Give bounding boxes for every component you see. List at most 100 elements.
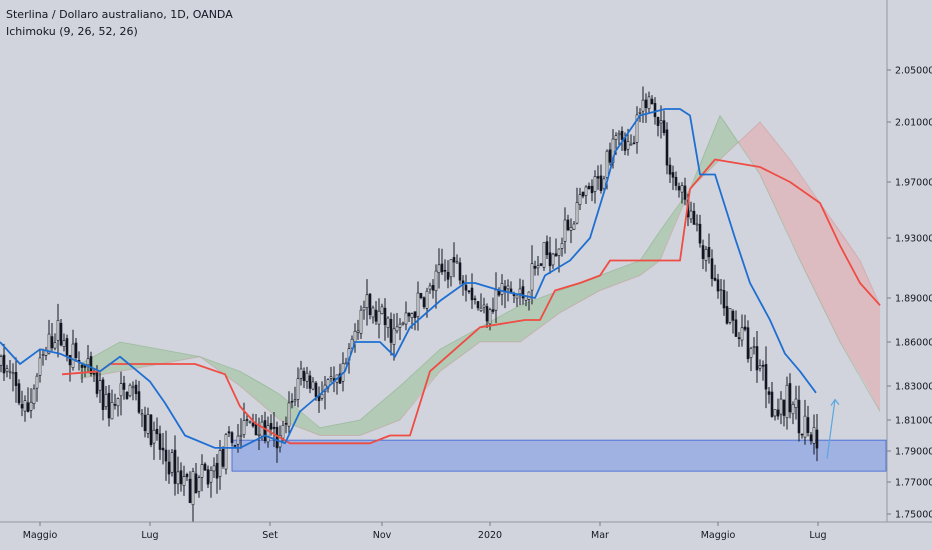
candle-body <box>542 242 546 268</box>
y-tick-label: 1.97000 <box>895 178 932 189</box>
candle-body <box>53 342 57 349</box>
chart-legend: Sterlina / Dollaro australiano, 1D, OAND… <box>6 6 233 40</box>
candle-body <box>644 99 648 108</box>
candle-body <box>503 286 507 292</box>
y-tick-label: 1.81000 <box>895 416 932 427</box>
candle-body <box>452 257 456 263</box>
candle-body <box>260 421 264 437</box>
candle-body <box>365 294 369 308</box>
candle-body <box>89 356 93 374</box>
candle-body <box>395 326 399 332</box>
candle-body <box>305 372 309 382</box>
candle-body <box>302 370 306 381</box>
candle-body <box>224 434 228 470</box>
candle-body <box>137 391 141 413</box>
candle-body <box>416 292 420 317</box>
candle-body <box>683 185 687 200</box>
candle-body <box>752 346 756 348</box>
candle-body <box>20 404 24 409</box>
candle-body <box>38 357 42 376</box>
candle-body <box>593 176 597 192</box>
candle-body <box>635 114 639 143</box>
candle-body <box>428 285 432 290</box>
y-tick-label: 1.83000 <box>895 382 932 393</box>
candle-body <box>23 400 27 412</box>
candle-body <box>731 310 735 321</box>
candle-body <box>209 470 213 483</box>
y-tick-label: 1.79000 <box>895 447 932 458</box>
candle-body <box>458 262 462 281</box>
x-tick-label: Lug <box>141 530 158 541</box>
candle-body <box>653 103 657 118</box>
candle-body <box>440 263 444 273</box>
symbol-title[interactable]: Sterlina / Dollaro australiano, 1D, OAND… <box>6 8 233 21</box>
y-tick-label: 1.75000 <box>895 510 932 521</box>
candle-body <box>164 449 168 462</box>
candle-body <box>770 391 774 417</box>
candle-body <box>380 306 384 315</box>
candle-body <box>272 426 276 429</box>
candle-body <box>551 253 555 266</box>
candle-body <box>248 421 252 423</box>
candle-body <box>368 293 372 316</box>
candle-body <box>26 402 30 412</box>
candle-body <box>194 473 198 494</box>
candle-body <box>242 420 246 435</box>
candle-body <box>581 191 585 197</box>
candle-body <box>329 376 333 379</box>
candle-body <box>800 433 804 436</box>
candle-body <box>794 398 798 408</box>
candle-body <box>560 242 564 249</box>
candle-body <box>743 326 747 330</box>
candle-body <box>35 375 39 389</box>
candle-body <box>656 117 660 126</box>
y-tick-label: 1.89000 <box>895 294 932 305</box>
candle-body <box>197 477 201 492</box>
indicator-label[interactable]: Ichimoku (9, 26, 52, 26) <box>6 25 138 38</box>
candle-body <box>17 383 21 404</box>
time-axis[interactable]: Maggio Lug Set Nov 2020 Mar Maggio Lug <box>23 522 827 541</box>
candle-body <box>188 478 192 503</box>
candle-body <box>506 285 510 290</box>
candle-body <box>632 142 636 145</box>
candle-body <box>59 322 63 346</box>
candle-body <box>266 425 270 443</box>
candle-body <box>419 292 423 299</box>
candle-body <box>110 402 114 420</box>
candle-body <box>740 327 744 341</box>
candle-body <box>404 312 408 325</box>
candle-body <box>569 227 573 231</box>
candle-body <box>482 304 486 308</box>
candle-body <box>356 330 360 333</box>
candle-body <box>200 464 204 478</box>
candle-body <box>701 245 705 259</box>
candle-body <box>86 358 90 366</box>
candle-body <box>539 263 543 266</box>
leading-span-a <box>79 114 881 429</box>
y-tick-label: 2.05000 <box>895 66 932 77</box>
candle-body <box>767 391 771 395</box>
candle-body <box>41 354 45 356</box>
candle-body <box>470 287 474 301</box>
candle-body <box>437 264 441 273</box>
candle-body <box>143 414 147 432</box>
support-zone-layer <box>231 439 887 472</box>
x-tick-label: Mar <box>591 530 609 541</box>
candle-body <box>50 336 54 349</box>
candle-body <box>599 175 603 191</box>
candle-body <box>98 380 102 391</box>
candle-body <box>386 317 390 328</box>
price-axis[interactable]: 2.05000 2.01000 1.97000 1.93000 1.89000 1.860… <box>887 66 932 521</box>
candle-body <box>467 290 471 293</box>
candle-body <box>68 355 72 366</box>
candle-body <box>203 463 207 471</box>
candle-body <box>449 259 453 278</box>
candle-body <box>587 185 591 189</box>
candle-body <box>737 337 741 339</box>
conversion-line <box>0 108 817 449</box>
x-tick-label: Set <box>262 530 278 541</box>
y-tick-label: 1.93000 <box>895 234 932 245</box>
candle-body <box>677 186 681 191</box>
candle-body <box>641 99 645 112</box>
